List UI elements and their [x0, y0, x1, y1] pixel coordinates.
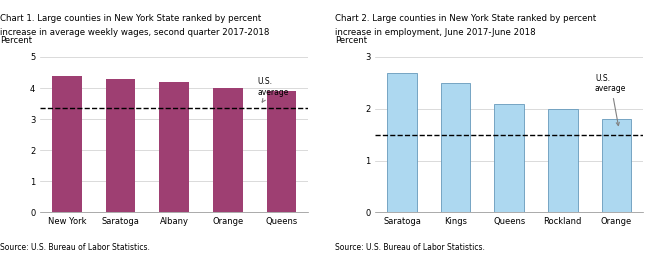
Bar — [52, 76, 82, 212]
Bar — [387, 73, 417, 212]
Bar — [548, 109, 578, 212]
Text: Chart 2. Large counties in New York State ranked by percent: Chart 2. Large counties in New York Stat… — [335, 14, 596, 23]
Bar — [267, 91, 296, 212]
Bar — [213, 88, 243, 212]
Bar — [441, 83, 470, 212]
Bar — [159, 82, 189, 212]
Text: U.S.
average: U.S. average — [595, 74, 626, 126]
Text: Percent: Percent — [335, 35, 367, 45]
Text: Chart 1. Large counties in New York State ranked by percent: Chart 1. Large counties in New York Stat… — [0, 14, 261, 23]
Text: U.S.
average: U.S. average — [257, 77, 289, 102]
Bar — [106, 79, 135, 212]
Text: increase in average weekly wages, second quarter 2017-2018: increase in average weekly wages, second… — [0, 28, 269, 37]
Text: Source: U.S. Bureau of Labor Statistics.: Source: U.S. Bureau of Labor Statistics. — [335, 243, 485, 253]
Bar — [602, 119, 631, 212]
Text: Percent: Percent — [0, 35, 32, 45]
Bar — [494, 104, 524, 212]
Text: Source: U.S. Bureau of Labor Statistics.: Source: U.S. Bureau of Labor Statistics. — [0, 243, 150, 253]
Text: increase in employment, June 2017-June 2018: increase in employment, June 2017-June 2… — [335, 28, 535, 37]
